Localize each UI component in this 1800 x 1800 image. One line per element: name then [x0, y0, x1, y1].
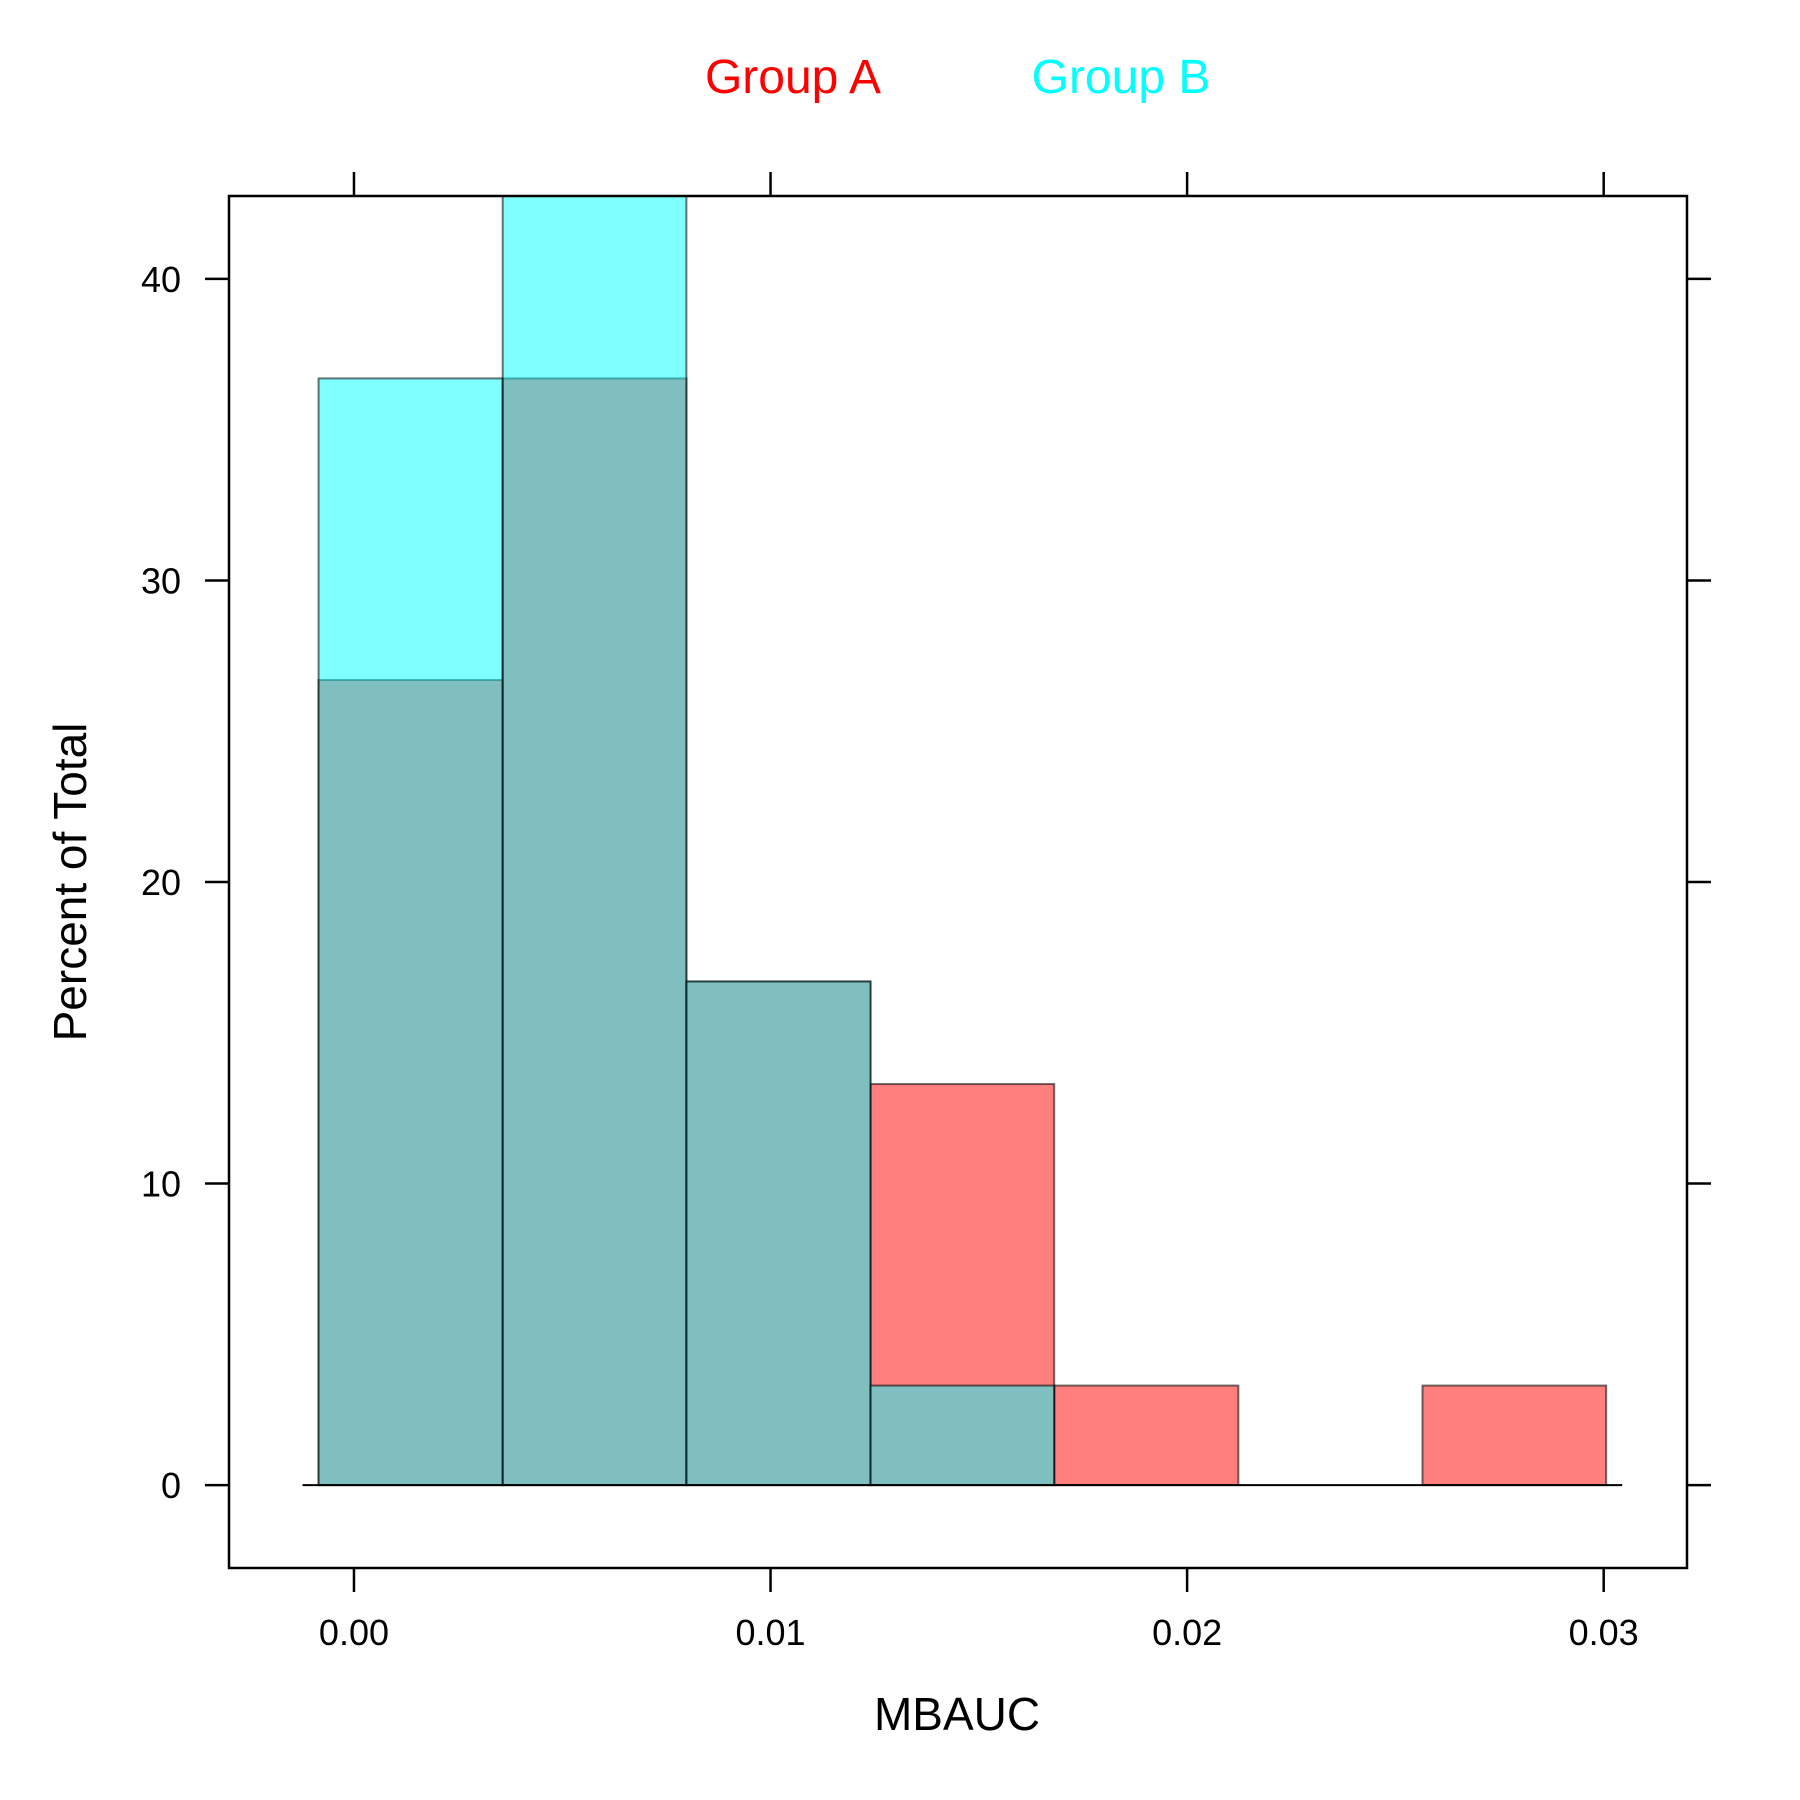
x-tick-label: 0.01 — [736, 1612, 806, 1653]
y-axis: 0 10 20 30 40 — [141, 259, 1711, 1506]
y-axis-title: Percent of Total — [44, 723, 96, 1042]
bar-group-a-bin-7 — [1421, 1384, 1608, 1487]
legend-label-group-b: Group B — [1032, 51, 1211, 104]
x-axis: 0.00 0.01 0.02 0.03 — [319, 172, 1639, 1653]
bar-group-b-bin-1 — [317, 377, 504, 1487]
bar-group-a-bin-5 — [1053, 1384, 1240, 1487]
series-group-b-bars — [317, 196, 1056, 1487]
x-tick-label: 0.00 — [319, 1612, 389, 1653]
y-tick-label: 30 — [141, 560, 181, 601]
y-tick-label: 0 — [161, 1465, 181, 1506]
x-axis-title: MBAUC — [874, 1688, 1040, 1740]
bar-group-b-bin-2 — [501, 196, 688, 1487]
legend: Group A Group B — [705, 51, 1210, 104]
y-tick-label: 40 — [141, 259, 181, 300]
y-tick-label: 10 — [141, 1164, 181, 1205]
x-tick-label: 0.02 — [1152, 1612, 1222, 1653]
bar-group-b-bin-3 — [685, 980, 872, 1487]
bar-group-b-bin-4 — [869, 1384, 1056, 1487]
y-tick-label: 20 — [141, 862, 181, 903]
legend-label-group-a: Group A — [705, 51, 881, 104]
x-tick-label: 0.03 — [1569, 1612, 1639, 1653]
